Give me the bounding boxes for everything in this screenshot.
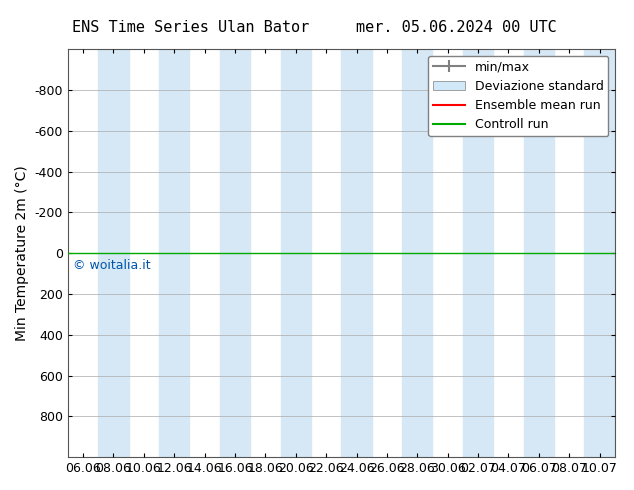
Bar	[524, 49, 554, 457]
Bar	[159, 49, 190, 457]
Legend: min/max, Deviazione standard, Ensemble mean run, Controll run: min/max, Deviazione standard, Ensemble m…	[429, 55, 609, 136]
Bar	[281, 49, 311, 457]
Bar	[585, 49, 615, 457]
Bar	[463, 49, 493, 457]
Y-axis label: Min Temperature 2m (°C): Min Temperature 2m (°C)	[15, 165, 29, 341]
Bar	[341, 49, 372, 457]
Text: ENS Time Series Ulan Bator: ENS Time Series Ulan Bator	[72, 20, 309, 35]
Bar	[98, 49, 129, 457]
Text: mer. 05.06.2024 00 UTC: mer. 05.06.2024 00 UTC	[356, 20, 557, 35]
Bar	[402, 49, 432, 457]
Text: © woitalia.it: © woitalia.it	[74, 259, 151, 272]
Bar	[220, 49, 250, 457]
